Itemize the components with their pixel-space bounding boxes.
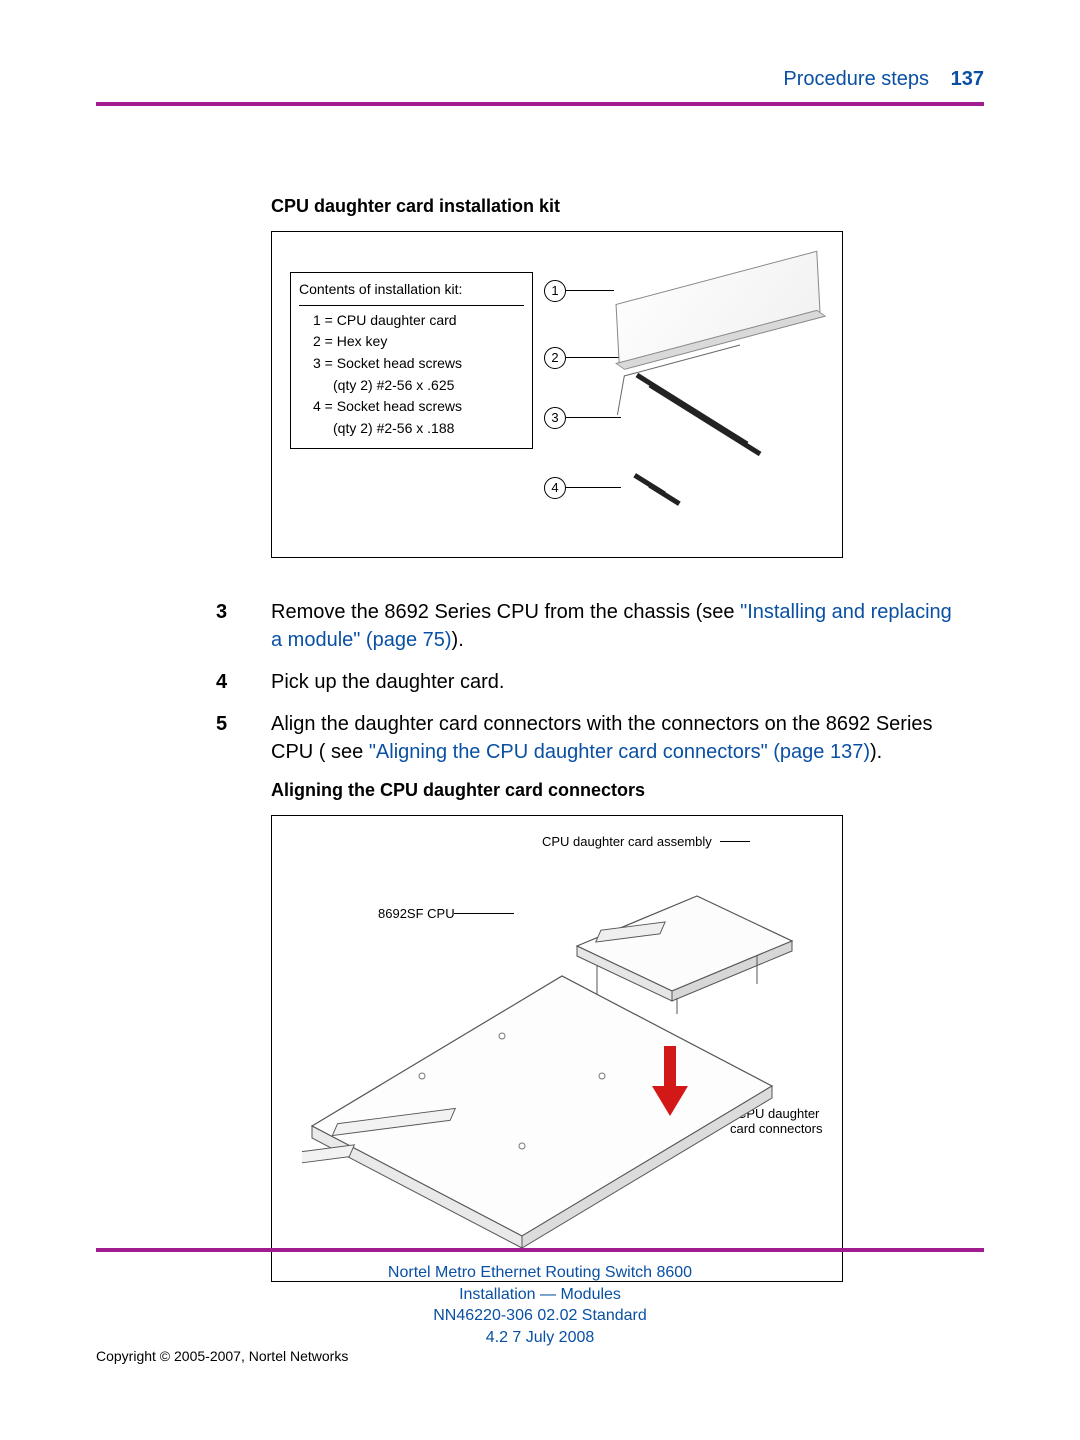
- step-pre: Remove the 8692 Series CPU from the chas…: [271, 601, 740, 623]
- step-number: 3: [216, 598, 271, 654]
- leader-line: [454, 913, 514, 914]
- step-text: Remove the 8692 Series CPU from the chas…: [271, 598, 964, 654]
- kit-contents-box: Contents of installation kit: 1 = CPU da…: [290, 272, 533, 449]
- page-content: CPU daughter card installation kit Conte…: [271, 196, 964, 1282]
- align-arrow-icon: [652, 1046, 688, 1121]
- step-number: 4: [216, 668, 271, 696]
- figure1-frame: Contents of installation kit: 1 = CPU da…: [271, 231, 843, 558]
- document-page: Procedure steps 137 CPU daughter card in…: [0, 0, 1080, 1440]
- kit-heading: Contents of installation kit:: [299, 279, 524, 306]
- step-number: 5: [216, 710, 271, 766]
- leader-line: [720, 841, 750, 842]
- step-text: Align the daughter card connectors with …: [271, 710, 964, 766]
- label-assembly: CPU daughter card assembly: [542, 834, 712, 849]
- leader-line: [566, 417, 621, 418]
- daughter-card-art: [567, 886, 797, 1016]
- screw-art: [648, 483, 680, 506]
- cross-ref-link[interactable]: "Aligning the CPU daughter card connecto…: [369, 741, 870, 763]
- daughter-card-art: [616, 251, 821, 366]
- step-5: 5 Align the daughter card connectors wit…: [216, 710, 964, 766]
- screw-art: [649, 383, 762, 456]
- label-cpu: 8692SF CPU: [378, 906, 455, 921]
- section-title: Procedure steps: [783, 68, 929, 90]
- bottom-rule: [96, 1248, 984, 1252]
- page-number: 137: [951, 68, 984, 90]
- callout-3: 3: [544, 407, 566, 429]
- footer-line: Installation — Modules: [96, 1284, 984, 1306]
- kit-item: 4 = Socket head screws: [299, 396, 524, 418]
- step-4: 4 Pick up the daughter card.: [216, 668, 964, 696]
- procedure-steps: 3 Remove the 8692 Series CPU from the ch…: [216, 598, 964, 766]
- callout-2: 2: [544, 347, 566, 369]
- kit-item: 1 = CPU daughter card: [299, 310, 524, 332]
- callout-4: 4: [544, 477, 566, 499]
- step-3: 3 Remove the 8692 Series CPU from the ch…: [216, 598, 964, 654]
- footer-line: 4.2 7 July 2008: [96, 1327, 984, 1349]
- kit-item: 3 = Socket head screws: [299, 353, 524, 375]
- leader-line: [566, 290, 614, 291]
- step-text: Pick up the daughter card.: [271, 668, 964, 696]
- step-post: ).: [452, 629, 464, 651]
- footer-line: NN46220-306 02.02 Standard: [96, 1305, 984, 1327]
- footer-line: Nortel Metro Ethernet Routing Switch 860…: [96, 1262, 984, 1284]
- kit-item: (qty 2) #2-56 x .188: [299, 418, 524, 440]
- copyright: Copyright © 2005-2007, Nortel Networks: [96, 1348, 348, 1364]
- callout-1: 1: [544, 280, 566, 302]
- leader-line: [566, 357, 621, 358]
- kit-item: 2 = Hex key: [299, 331, 524, 353]
- figure2-caption: Aligning the CPU daughter card connector…: [271, 780, 964, 801]
- kit-item: (qty 2) #2-56 x .625: [299, 375, 524, 397]
- step-post: ).: [870, 741, 882, 763]
- page-footer: Nortel Metro Ethernet Routing Switch 860…: [96, 1262, 984, 1348]
- figure1-caption: CPU daughter card installation kit: [271, 196, 964, 217]
- figure2-frame: CPU daughter card assembly 8692SF CPU CP…: [271, 815, 843, 1282]
- top-rule: [96, 102, 984, 106]
- running-header: Procedure steps 137: [783, 68, 984, 91]
- leader-line: [566, 487, 621, 488]
